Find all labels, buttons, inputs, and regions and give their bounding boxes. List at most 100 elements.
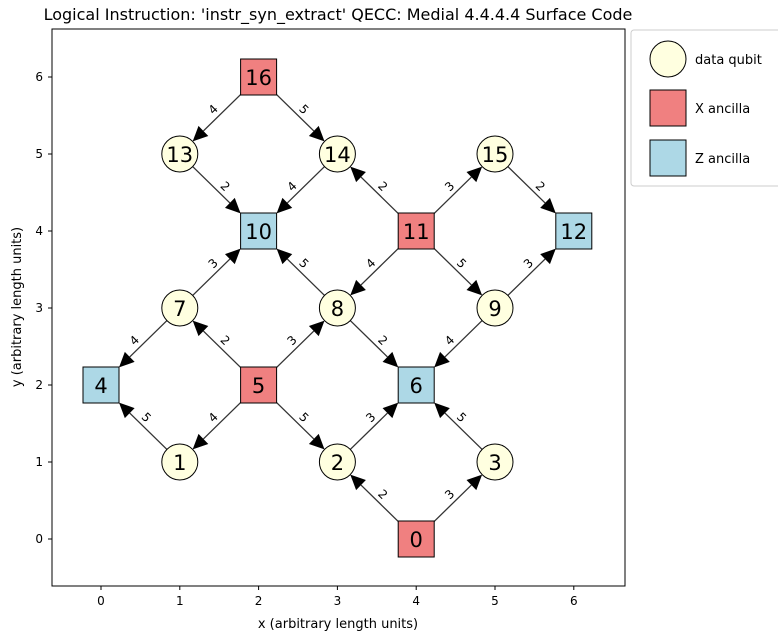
node-id-label: 15	[482, 143, 509, 167]
x-tick-label: 2	[255, 594, 263, 608]
edge-line	[286, 258, 325, 296]
edge-arrowhead	[540, 248, 556, 265]
edge-arrowhead	[224, 248, 241, 265]
edge-arrowhead	[308, 125, 325, 142]
x-tick-label: 6	[570, 594, 578, 608]
edge-label: 4	[127, 333, 142, 348]
edge-line	[433, 484, 472, 522]
edge-arrowhead	[308, 433, 325, 450]
z-ancilla-node	[82, 366, 120, 404]
edge-arrowhead	[224, 197, 241, 214]
node-id-label: 12	[560, 220, 587, 244]
edge-label: 2	[375, 179, 390, 194]
x-tick-label: 4	[412, 594, 420, 608]
node-id-label: 9	[488, 297, 501, 321]
node-id-label: 1	[173, 451, 186, 475]
edge-arrowhead	[119, 351, 135, 368]
x-tick-label: 1	[176, 594, 184, 608]
edge-label: 4	[442, 333, 457, 348]
node-id-label: 8	[331, 297, 344, 321]
legend-z-ancilla-label: Z ancilla	[695, 152, 750, 167]
edge-label: 2	[375, 333, 390, 348]
node-id-label: 13	[166, 143, 193, 167]
node-id-label: 0	[410, 528, 423, 552]
edge-arrowhead	[192, 320, 209, 337]
x-tick-label: 5	[491, 594, 499, 608]
node-id-label: 7	[173, 297, 186, 321]
edge-arrowhead	[540, 197, 556, 214]
edge-label: 5	[296, 102, 311, 117]
edge-label: 5	[454, 410, 469, 425]
edge-line	[202, 402, 242, 440]
edge-line	[360, 484, 399, 522]
edge-label: 4	[206, 410, 221, 425]
legend-data-qubit-label: data qubit	[695, 53, 762, 68]
edge-arrowhead	[350, 279, 366, 296]
data-qubit-node	[161, 289, 199, 327]
ticks-layer: 0 1 2 3 4 5 6 0 1 2 3 4 5 6	[35, 70, 577, 608]
edge-label: 3	[363, 410, 378, 425]
node-id-label: 11	[403, 220, 430, 244]
edge-arrowhead	[434, 402, 450, 419]
edge-arrowhead	[382, 402, 399, 419]
edge-line	[192, 258, 231, 296]
data-qubit-node	[318, 135, 356, 173]
node-id-label: 2	[331, 451, 344, 475]
z-ancilla-node	[555, 212, 593, 250]
figure-title: Logical Instruction: 'instr_syn_extract'…	[44, 5, 633, 25]
edge-arrowhead	[119, 402, 135, 419]
edge-label: 3	[442, 487, 457, 502]
edge-arrowhead	[466, 166, 483, 183]
y-tick-label: 6	[35, 70, 43, 84]
edge-arrowhead	[192, 125, 209, 142]
legend-data-qubit-marker	[649, 40, 687, 78]
edge-label: 3	[206, 256, 221, 271]
edge-label: 2	[218, 179, 233, 194]
edge-label: 3	[284, 333, 299, 348]
edge-arrowhead	[382, 351, 399, 368]
edge-line	[444, 320, 483, 358]
edge-label: 2	[533, 179, 548, 194]
node-id-label: 16	[245, 66, 272, 90]
y-tick-label: 0	[35, 532, 43, 546]
edge-label: 4	[206, 102, 221, 117]
edge-line	[360, 248, 399, 286]
y-tick-label: 4	[35, 224, 43, 238]
edge-arrowhead	[466, 279, 483, 296]
edge-line	[349, 320, 388, 358]
data-qubit-node	[476, 135, 514, 173]
edge-line	[276, 330, 315, 368]
edge-label: 2	[375, 487, 390, 502]
edge-line	[444, 412, 483, 450]
edge-label: 3	[442, 179, 457, 194]
legend-x-ancilla-marker	[649, 89, 687, 127]
edge-label: 3	[521, 256, 536, 271]
edge-line	[433, 176, 472, 214]
z-ancilla-node	[397, 366, 435, 404]
edge-label: 2	[218, 333, 233, 348]
edge-line	[202, 330, 242, 368]
edge-line	[192, 166, 231, 204]
data-qubit-node	[476, 289, 514, 327]
x-axis-label: x (arbitrary length units)	[258, 617, 418, 632]
edge-line	[507, 258, 546, 296]
node-id-label: 5	[252, 374, 265, 398]
x-ancilla-node	[240, 58, 278, 96]
edge-line	[276, 94, 315, 132]
edge-line	[202, 94, 242, 132]
y-axis-label: y (arbitrary length units)	[10, 227, 25, 387]
node-id-label: 4	[94, 374, 107, 398]
edge-label: 5	[296, 256, 311, 271]
node-id-label: 14	[324, 143, 351, 167]
y-tick-label: 3	[35, 301, 43, 315]
edge-line	[129, 320, 168, 358]
node-id-label: 6	[410, 374, 423, 398]
edge-arrowhead	[434, 351, 450, 368]
y-tick-label: 5	[35, 147, 43, 161]
edge-label: 5	[139, 410, 154, 425]
node-id-label: 3	[488, 451, 501, 475]
edge-line	[507, 166, 546, 204]
y-tick-label: 1	[35, 455, 43, 469]
